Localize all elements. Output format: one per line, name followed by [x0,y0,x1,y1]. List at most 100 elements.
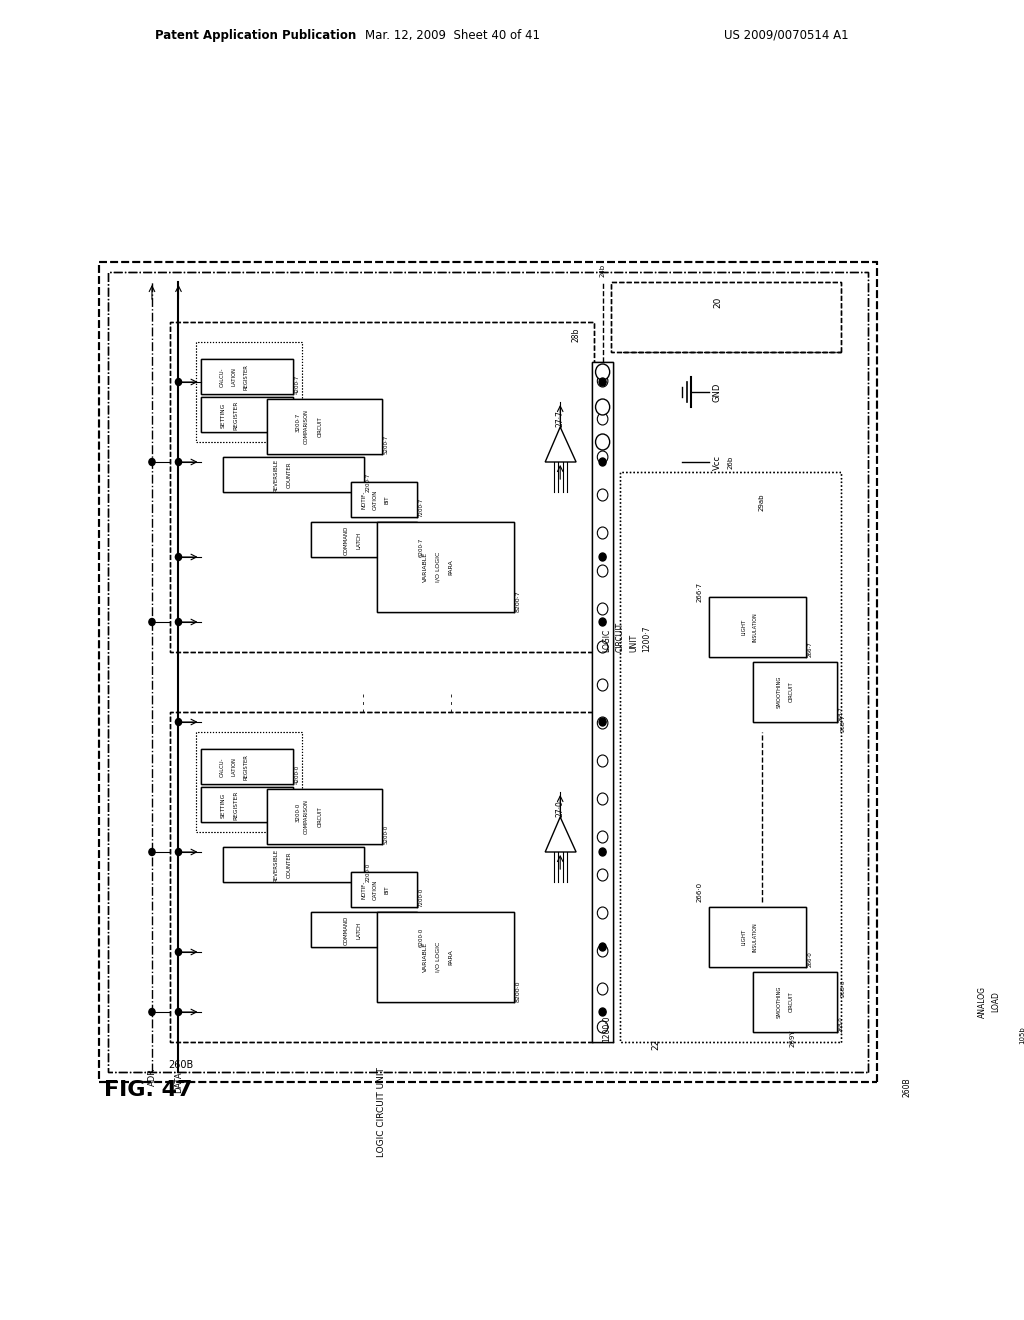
Text: COMMAND: COMMAND [344,525,349,554]
Text: UNIT: UNIT [629,634,638,652]
Polygon shape [311,912,417,946]
Polygon shape [592,362,613,1041]
Polygon shape [311,521,417,557]
Text: 26b: 26b [728,455,734,469]
Text: BIT: BIT [385,886,389,894]
Polygon shape [351,482,417,517]
Text: LATION: LATION [231,367,237,387]
Text: COMMAND: COMMAND [344,915,349,945]
Text: 6200·7: 6200·7 [419,537,424,557]
Polygon shape [377,521,514,612]
Text: LIGHT: LIGHT [741,929,746,945]
Text: CIRCUIT: CIRCUIT [788,991,794,1012]
Circle shape [148,458,155,466]
Text: CIRCUIT: CIRCUIT [788,681,794,702]
Circle shape [175,553,181,561]
Text: 8200·7: 8200·7 [516,590,521,612]
Text: 1200·0: 1200·0 [602,1015,611,1041]
Circle shape [597,945,608,957]
Text: 1200·7: 1200·7 [642,626,651,652]
Polygon shape [377,912,514,1002]
Text: NOTIF-: NOTIF- [361,880,367,899]
Polygon shape [709,907,806,968]
Circle shape [597,375,608,387]
Polygon shape [267,789,382,843]
Text: ADR: ADR [147,1068,157,1086]
Text: LATION: LATION [231,758,237,776]
Text: 27·0: 27·0 [556,800,564,817]
Text: ANALOG: ANALOG [978,986,987,1018]
Polygon shape [912,614,929,638]
Circle shape [175,458,181,466]
Text: LOGIC: LOGIC [602,628,611,652]
Text: PARA: PARA [449,949,454,965]
Circle shape [597,603,608,615]
Circle shape [175,619,181,626]
Text: 3200·7: 3200·7 [295,413,300,432]
Text: FIG. 47: FIG. 47 [104,1080,193,1100]
Circle shape [597,717,608,729]
Text: 268·0: 268·0 [841,979,846,997]
Text: INSULATION: INSULATION [753,612,758,642]
Text: 266·0: 266·0 [808,952,813,968]
Polygon shape [908,473,933,1041]
Text: I/O LOGIC: I/O LOGIC [436,552,440,582]
Text: 29ab: 29ab [759,494,765,511]
Text: LATCH: LATCH [356,921,361,939]
Polygon shape [201,787,293,822]
Polygon shape [912,902,929,927]
Polygon shape [912,470,929,494]
Circle shape [597,793,608,805]
Circle shape [175,379,181,385]
Text: 5200·7: 5200·7 [383,434,388,454]
Text: LOAD: LOAD [991,991,1000,1012]
Polygon shape [912,758,929,781]
Polygon shape [545,426,577,462]
Circle shape [597,678,608,690]
Text: COMPARISON: COMPARISON [304,409,309,445]
Text: DATA: DATA [174,1072,183,1093]
Text: Vcc: Vcc [713,454,722,470]
Polygon shape [753,972,837,1032]
Polygon shape [201,748,293,784]
Text: LATCH: LATCH [356,532,361,549]
Text: - - -: - - - [447,693,458,711]
Text: 28b: 28b [571,327,581,342]
Circle shape [599,553,606,561]
Polygon shape [912,950,929,974]
Text: 268·0: 268·0 [839,1016,844,1032]
Polygon shape [934,962,1018,1041]
Text: VARIABLE: VARIABLE [423,552,428,582]
Text: GND: GND [713,383,722,401]
Text: CALCU-: CALCU- [220,367,225,387]
Text: CIRCUIT: CIRCUIT [317,807,323,828]
Text: Mar. 12, 2009  Sheet 40 of 41: Mar. 12, 2009 Sheet 40 of 41 [365,29,540,41]
Text: REGISTER: REGISTER [233,400,239,430]
Circle shape [597,565,608,577]
Text: CATION: CATION [373,880,378,900]
Text: US 2009/0070514 A1: US 2009/0070514 A1 [724,29,848,41]
Circle shape [597,1020,608,1034]
Polygon shape [222,847,365,882]
Polygon shape [912,807,929,830]
Polygon shape [267,399,382,454]
Text: SETTING: SETTING [220,403,225,428]
Text: NOTIF-: NOTIF- [361,491,367,510]
Circle shape [597,488,608,502]
Text: - - -: - - - [359,693,369,711]
Text: 105b: 105b [1020,1026,1024,1044]
Polygon shape [222,457,365,492]
Circle shape [599,847,606,855]
Text: 5200·0: 5200·0 [383,825,388,843]
Circle shape [597,527,608,539]
Circle shape [597,907,608,919]
Text: CIRCUIT: CIRCUIT [317,417,323,437]
Polygon shape [912,854,929,878]
Text: INSULATION: INSULATION [753,923,758,952]
Text: REGISTER: REGISTER [233,791,239,820]
Text: COMPARISON: COMPARISON [304,800,309,834]
Text: SMOOTHING: SMOOTHING [777,986,782,1018]
Polygon shape [351,873,417,907]
Circle shape [596,364,609,380]
Circle shape [175,949,181,956]
